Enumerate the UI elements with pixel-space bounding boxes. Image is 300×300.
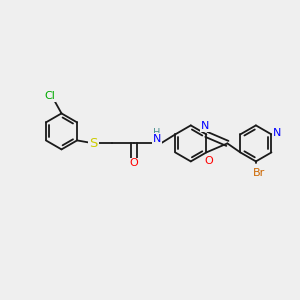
Text: O: O: [204, 156, 213, 166]
Text: Br: Br: [253, 168, 265, 178]
Text: N: N: [153, 134, 161, 144]
Text: H: H: [153, 128, 161, 138]
Text: Cl: Cl: [45, 91, 56, 101]
Text: S: S: [89, 137, 98, 150]
Text: O: O: [129, 158, 138, 169]
Text: N: N: [201, 121, 209, 131]
Text: N: N: [273, 128, 282, 138]
